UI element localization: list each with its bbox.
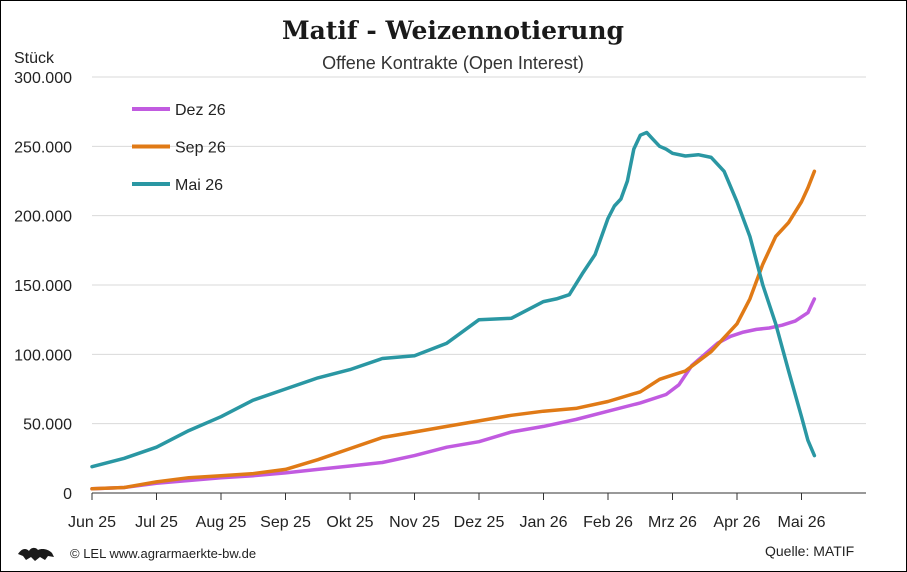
x-tick-label: Jun 25 xyxy=(68,514,116,531)
y-tick-label: 50.000 xyxy=(23,417,72,434)
x-tick-label: Jan 26 xyxy=(519,514,567,531)
legend: Dez 26 Sep 26 Mai 26 xyxy=(132,102,226,194)
series-line-dez-26 xyxy=(90,297,817,491)
x-tick-label: Apr 26 xyxy=(713,514,760,531)
y-tick-label: 100.000 xyxy=(14,347,72,364)
series-line-mai-26 xyxy=(90,130,817,469)
series-lines xyxy=(90,130,817,491)
x-tick-label: Mai 26 xyxy=(777,514,825,531)
x-tick-label: Aug 25 xyxy=(196,514,247,531)
legend-label: Mai 26 xyxy=(175,177,223,194)
y-tick-label: 0 xyxy=(63,486,72,503)
lions-coat-of-arms-icon xyxy=(18,547,54,561)
x-tick-label: Sep 25 xyxy=(260,514,311,531)
y-tick-label: 300.000 xyxy=(14,70,72,87)
y-tick-label: 250.000 xyxy=(14,139,72,156)
gridlines xyxy=(92,76,866,425)
y-tick-label: 200.000 xyxy=(14,209,72,226)
x-tick-label: Feb 26 xyxy=(583,514,633,531)
x-tick-label: Nov 25 xyxy=(389,514,440,531)
y-axis-unit-label: Stück xyxy=(14,50,55,67)
legend-label: Dez 26 xyxy=(175,102,226,119)
x-axis: Jun 25 Jul 25 Aug 25 Sep 25 Okt 25 Nov 25 Dez … xyxy=(68,492,866,531)
x-tick-label: Dez 25 xyxy=(454,514,505,531)
series-line-sep-26 xyxy=(90,169,817,491)
x-tick-label: Jul 25 xyxy=(135,514,178,531)
x-tick-label: Okt 25 xyxy=(326,514,373,531)
y-tick-label: 150.000 xyxy=(14,278,72,295)
legend-label: Sep 26 xyxy=(175,140,226,157)
copyright-text: © LEL www.agrarmaerkte-bw.de xyxy=(70,546,256,561)
chart-title: Matif - Weizennotierung xyxy=(282,16,624,45)
y-axis-ticks: 0 50.000 100.000 150.000 200.000 250.000 300.0… xyxy=(14,70,72,503)
chart-subtitle: Offene Kontrakte (Open Interest) xyxy=(322,53,584,73)
x-tick-label: Mrz 26 xyxy=(648,514,697,531)
source-text: Quelle: MATIF xyxy=(765,543,854,559)
